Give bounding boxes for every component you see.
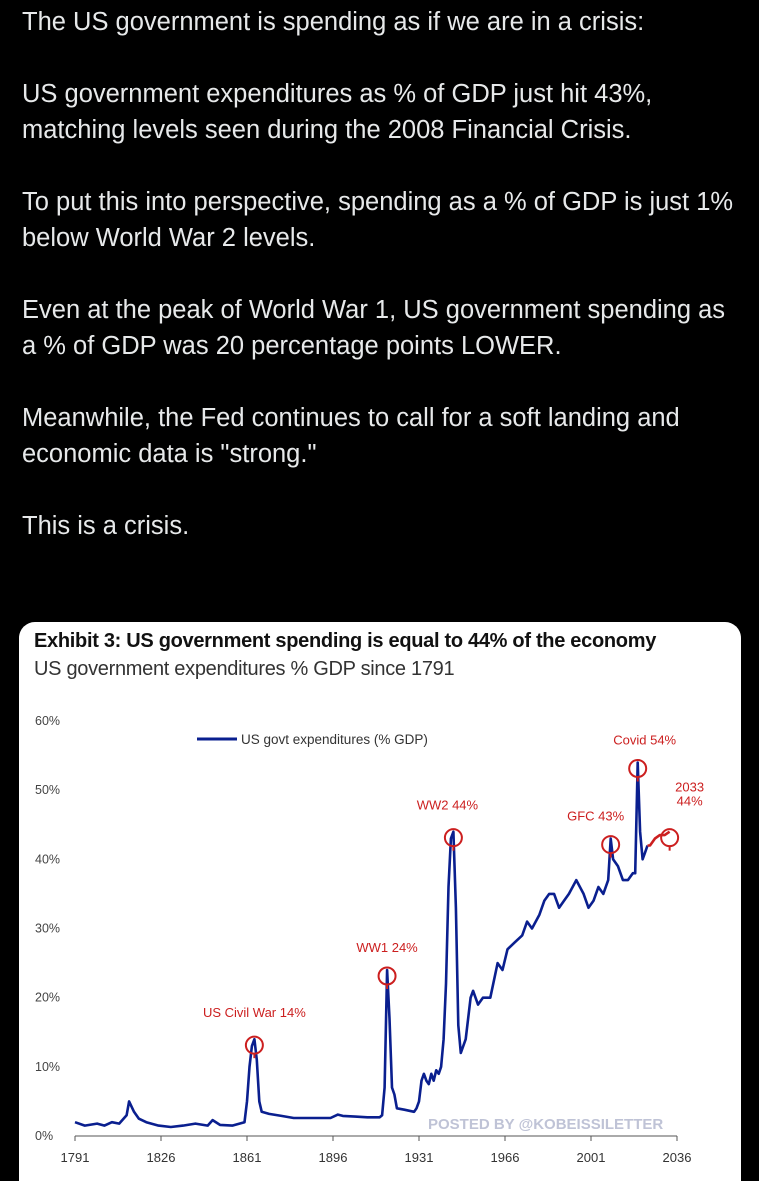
chart-subtitle: US government expenditures % GDP since 1…	[34, 658, 455, 680]
tweet-paragraph: US government expenditures as % of GDP j…	[22, 80, 653, 144]
x-tick-label: 2036	[663, 1150, 692, 1165]
x-tick-label: 1861	[233, 1150, 262, 1165]
watermark: POSTED BY @KOBEISSILETTER	[428, 1116, 663, 1133]
annotation-label: 44%	[677, 794, 703, 809]
x-tick-label: 1826	[147, 1150, 176, 1165]
series-line-forecast	[647, 830, 671, 847]
x-tick-label: 2001	[577, 1150, 606, 1165]
y-tick-label: 50%	[35, 783, 60, 797]
tweet-paragraph: To put this into perspective, spending a…	[22, 188, 734, 252]
chart-image-card[interactable]: Exhibit 3: US government spending is equ…	[19, 622, 741, 1181]
annotation-circle	[660, 828, 680, 848]
annotation-label: 2033	[675, 780, 704, 795]
annotation-label: US Civil War 14%	[203, 1005, 306, 1020]
y-tick-label: 20%	[35, 991, 60, 1005]
annotation-circle	[244, 1035, 264, 1055]
annotation-label: GFC 43%	[567, 809, 625, 824]
tweet-paragraph: Meanwhile, the Fed continues to call for…	[22, 404, 680, 468]
legend-label: US govt expenditures (% GDP)	[241, 732, 428, 747]
y-tick-label: 60%	[35, 714, 60, 728]
tweet-paragraph: Even at the peak of World War 1, US gove…	[22, 296, 726, 360]
x-tick-label: 1791	[61, 1150, 90, 1165]
tweet-paragraph: The US government is spending as if we a…	[22, 8, 645, 36]
y-tick-label: 0%	[35, 1129, 53, 1143]
tweet-text: The US government is spending as if we a…	[22, 4, 742, 544]
y-tick-label: 30%	[35, 922, 60, 936]
x-tick-label: 1966	[491, 1150, 520, 1165]
chart-title: Exhibit 3: US government spending is equ…	[34, 630, 657, 652]
annotation-circle	[601, 835, 621, 855]
y-tick-label: 40%	[35, 852, 60, 866]
y-tick-label: 10%	[35, 1060, 60, 1074]
line-chart: US govt expenditures (% GDP) POSTED BY @…	[35, 714, 704, 1165]
tweet-paragraph: This is a crisis.	[22, 512, 190, 540]
annotation-label: Covid 54%	[613, 733, 676, 748]
annotation-label: WW2 44%	[417, 798, 479, 813]
x-tick-label: 1896	[319, 1150, 348, 1165]
x-tick-label: 1931	[405, 1150, 434, 1165]
series-line-historical	[74, 761, 649, 1129]
annotation-label: WW1 24%	[356, 940, 418, 955]
